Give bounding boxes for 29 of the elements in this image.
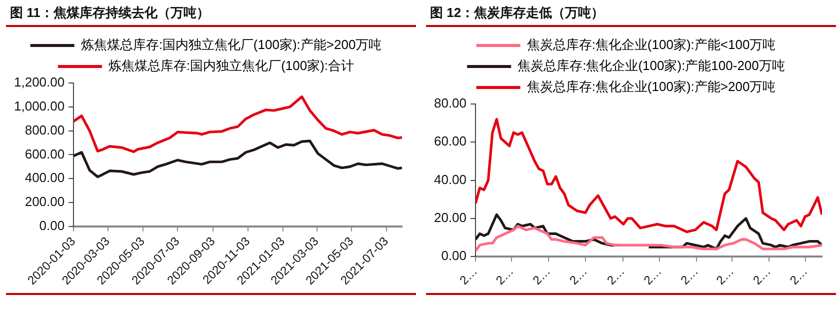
x-tick-label: 2… <box>750 264 774 288</box>
chart-title: 图 12：焦炭库存走低（万吨） <box>426 0 836 27</box>
y-tick-label: 20.00 <box>434 210 467 226</box>
x-tick-label: 2… <box>604 264 628 288</box>
legend-label: 焦炭总库存:焦化企业(100家):产能<100万吨 <box>526 37 776 52</box>
legend-label: 焦炭总库存:焦化企业(100家):产能100-200万吨 <box>518 58 785 74</box>
legend-label: 焦炭总库存:焦化企业(100家):产能>200万吨 <box>526 79 776 94</box>
x-tick-label: 2… <box>566 264 590 288</box>
x-tick-label: 2… <box>678 264 701 288</box>
x-tick-label: 2… <box>456 264 480 288</box>
chart-title: 图 11：焦煤库存持续去化（万吨） <box>6 0 416 27</box>
x-tick-label: 2… <box>640 264 664 288</box>
x-tick-label: 2… <box>787 264 810 288</box>
y-tick-label: 400.00 <box>24 170 65 186</box>
legend-label: 炼焦煤总库存:国内独立焦化厂(100家):合计 <box>108 58 354 74</box>
y-tick-label: 1,000.00 <box>14 98 65 114</box>
y-tick-label: 60.00 <box>434 134 467 149</box>
y-tick-label: 1,200.00 <box>14 74 65 90</box>
y-tick-label: 800.00 <box>24 122 65 138</box>
y-tick-label: 600.00 <box>24 146 65 162</box>
x-tick-label: 2… <box>713 264 737 288</box>
x-tick-label: 2… <box>530 264 554 288</box>
y-tick-label: 40.00 <box>434 172 467 187</box>
x-tick-label: 2… <box>493 264 516 288</box>
y-tick-label: 0.00 <box>39 218 65 233</box>
legend-label: 炼焦煤总库存:国内独立焦化厂(100家):产能>200万吨 <box>80 37 382 52</box>
y-tick-label: 0.00 <box>441 248 467 264</box>
y-tick-label: 80.00 <box>434 96 467 111</box>
y-tick-label: 200.00 <box>24 194 65 210</box>
